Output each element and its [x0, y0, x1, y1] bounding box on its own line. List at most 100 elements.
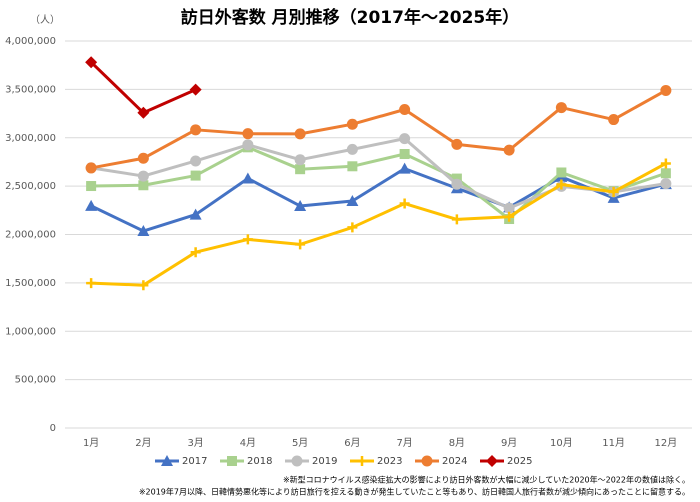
legend-label: 2023: [377, 456, 402, 467]
y-tick-label: 0: [50, 423, 56, 434]
marker: [85, 199, 98, 211]
x-tick-label: 12月: [655, 437, 678, 449]
marker: [291, 455, 303, 467]
marker: [346, 143, 358, 155]
marker: [451, 178, 463, 190]
note: ※2019年7月以降、日韓情勢悪化等により訪日旅行を控える動きが発生していたこと…: [139, 487, 690, 497]
y-tick-label: 1,500,000: [5, 278, 56, 289]
chart-title: 訪日外客数 月別推移（2017年～2025年）: [181, 7, 520, 28]
marker: [486, 455, 498, 467]
legend-item: 2019: [285, 455, 337, 467]
marker: [399, 149, 410, 160]
marker: [138, 180, 149, 191]
line: [90, 167, 667, 233]
marker: [85, 56, 98, 69]
series: [86, 158, 671, 291]
line: [90, 137, 667, 210]
marker: [503, 202, 515, 214]
marker: [608, 186, 619, 197]
marker: [190, 124, 202, 136]
marker: [190, 155, 202, 167]
y-tick-label: 4,000,000: [5, 36, 56, 47]
marker: [242, 139, 254, 151]
line: [91, 162, 667, 287]
marker: [608, 114, 620, 126]
marker: [294, 199, 307, 211]
marker: [227, 456, 237, 466]
x-tick-label: 11月: [602, 437, 625, 449]
legend-label: 2017: [182, 456, 207, 467]
series: [85, 162, 672, 237]
marker: [294, 154, 306, 166]
legend-item: 2023: [350, 456, 402, 467]
marker: [137, 152, 149, 164]
marker: [398, 162, 411, 174]
legend-label: 2019: [312, 456, 337, 467]
x-tick-label: 5月: [292, 437, 308, 449]
line: [91, 145, 667, 221]
y-tick-label: 3,500,000: [5, 84, 56, 95]
marker: [451, 138, 463, 150]
marker: [190, 170, 201, 181]
marker: [660, 84, 672, 96]
legend-label: 2025: [507, 456, 532, 467]
marker: [421, 455, 433, 467]
marker: [451, 173, 462, 184]
marker: [503, 144, 515, 156]
unit-label: （人）: [30, 14, 60, 26]
y-tick-label: 500,000: [15, 375, 56, 386]
note: ※新型コロナウイルス感染症拡大の影響により訪日外客数が大幅に減少していた2020…: [283, 475, 690, 485]
marker: [357, 456, 367, 466]
x-tick-label: 2月: [135, 437, 151, 449]
x-tick-label: 4月: [240, 437, 256, 449]
series: [85, 133, 672, 214]
marker: [660, 168, 671, 179]
marker: [346, 118, 358, 130]
marker: [189, 83, 202, 96]
marker: [189, 208, 202, 220]
y-tick-label: 1,000,000: [5, 326, 56, 337]
legend-item: 2017: [155, 455, 207, 467]
marker: [347, 222, 358, 233]
line: [90, 89, 667, 170]
marker: [294, 128, 306, 140]
marker: [190, 247, 201, 258]
marker: [137, 225, 150, 237]
legend-item: 2024: [415, 455, 467, 467]
x-tick-label: 6月: [344, 437, 360, 449]
x-tick-label: 7月: [396, 437, 412, 449]
x-tick-label: 10月: [550, 437, 573, 449]
marker: [556, 179, 567, 190]
legend-item: 2025: [480, 455, 532, 467]
legend-label: 2024: [442, 456, 467, 467]
x-tick-label: 8月: [449, 437, 465, 449]
marker: [86, 278, 97, 289]
marker: [242, 128, 254, 140]
marker: [660, 178, 672, 190]
marker: [451, 214, 462, 225]
marker: [399, 133, 411, 145]
x-tick-label: 1月: [83, 437, 99, 449]
y-tick-label: 2,500,000: [5, 181, 56, 192]
marker: [660, 158, 671, 169]
marker: [86, 181, 97, 192]
marker: [85, 162, 97, 174]
series: [85, 84, 672, 174]
marker: [607, 191, 620, 203]
marker: [555, 102, 567, 114]
marker: [399, 198, 410, 209]
marker: [295, 239, 306, 250]
x-tick-label: 9月: [501, 437, 517, 449]
marker: [504, 211, 515, 222]
marker: [137, 106, 150, 119]
marker: [295, 164, 306, 175]
marker: [137, 170, 149, 182]
marker: [556, 167, 567, 178]
marker: [346, 195, 359, 207]
marker: [161, 455, 173, 466]
legend-label: 2018: [247, 456, 272, 467]
y-tick-label: 3,000,000: [5, 133, 56, 144]
marker: [241, 172, 254, 184]
series: [85, 56, 202, 119]
